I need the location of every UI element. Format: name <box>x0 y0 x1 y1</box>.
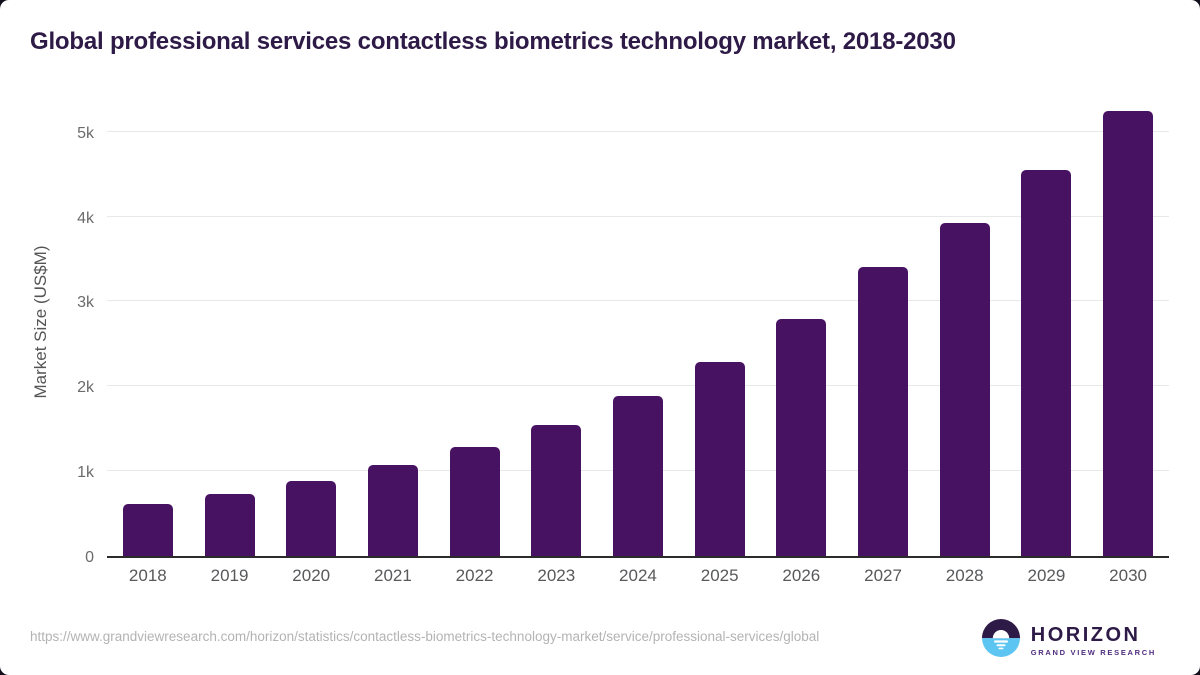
bar-slot-2025 <box>679 98 761 556</box>
y-tick-0: 0 <box>85 549 94 566</box>
y-tick-1k: 1k <box>77 464 94 482</box>
y-axis-ticks: 0 1k 2k 3k 4k 5k <box>0 98 94 565</box>
x-label-2029: 2029 <box>1027 566 1066 585</box>
bar-slot-2019 <box>189 98 271 556</box>
bar-2028[interactable] <box>939 222 990 556</box>
bar-slot-2020 <box>270 98 352 556</box>
x-label-2020: 2020 <box>292 566 331 585</box>
y-tick-3k: 3k <box>77 294 94 312</box>
x-label-2023: 2023 <box>537 566 576 585</box>
x-label-2024: 2024 <box>619 566 657 585</box>
bar-2024[interactable] <box>612 396 663 556</box>
plot-area <box>107 98 1169 558</box>
bar-slot-2027 <box>842 98 924 556</box>
x-axis-labels: 2018 2019 2020 2021 2022 2023 2024 2025 2026 2027… <box>107 566 1169 586</box>
bars-row <box>107 98 1169 556</box>
bar-2020[interactable] <box>286 481 337 556</box>
gridline-5k <box>107 130 1169 132</box>
horizon-logo-text: HORIZON GRAND VIEW RESEARCH <box>1031 624 1156 657</box>
x-label-2030: 2030 <box>1109 566 1147 585</box>
bar-slot-2018 <box>107 98 189 556</box>
horizon-logo-icon <box>981 618 1021 663</box>
x-label-2027: 2027 <box>864 566 902 585</box>
x-label-2022: 2022 <box>455 566 494 585</box>
x-label-2018: 2018 <box>128 566 167 585</box>
bar-2022[interactable] <box>449 447 500 556</box>
bar-2021[interactable] <box>367 464 418 556</box>
bar-2019[interactable] <box>204 493 255 556</box>
horizon-logo-name: HORIZON <box>1030 624 1141 646</box>
x-label-2021: 2021 <box>373 566 412 585</box>
bar-2025[interactable] <box>694 361 745 556</box>
bar-slot-2024 <box>597 98 679 556</box>
y-tick-5k: 5k <box>77 124 94 142</box>
bar-slot-2022 <box>434 98 516 556</box>
bar-slot-2021 <box>352 98 434 556</box>
bar-2027[interactable] <box>858 267 909 556</box>
bar-slot-2023 <box>515 98 597 556</box>
bar-2030[interactable] <box>1103 110 1154 556</box>
y-tick-2k: 2k <box>77 379 94 397</box>
horizon-logo: HORIZON GRAND VIEW RESEARCH <box>981 618 1156 663</box>
bar-slot-2029 <box>1006 98 1088 556</box>
bar-2029[interactable] <box>1021 170 1072 556</box>
x-label-2019: 2019 <box>210 566 249 585</box>
gridline-3k <box>107 300 1169 302</box>
x-label-2025: 2025 <box>700 566 739 585</box>
bar-2026[interactable] <box>776 318 827 556</box>
y-tick-4k: 4k <box>77 209 94 227</box>
bar-2023[interactable] <box>531 424 582 556</box>
bar-slot-2028 <box>924 98 1006 556</box>
bar-slot-2030 <box>1087 98 1169 556</box>
bar-2018[interactable] <box>122 503 173 556</box>
source-url: https://www.grandviewresearch.com/horizo… <box>30 629 820 644</box>
chart-title: Global professional services contactless… <box>30 28 956 55</box>
horizon-logo-tagline: GRAND VIEW RESEARCH <box>1030 648 1156 657</box>
bar-slot-2026 <box>761 98 843 556</box>
x-label-2028: 2028 <box>945 566 984 585</box>
gridline-4k <box>107 215 1169 217</box>
x-label-2026: 2026 <box>782 566 821 585</box>
gridline-2k <box>107 385 1169 387</box>
